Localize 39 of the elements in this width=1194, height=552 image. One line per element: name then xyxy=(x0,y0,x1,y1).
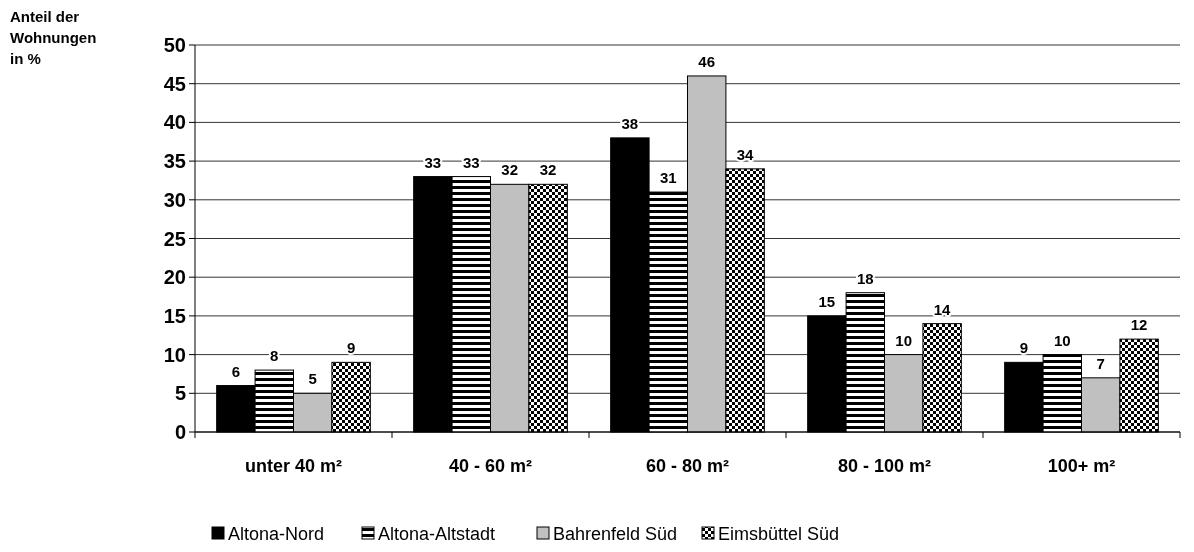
legend-label: Bahrenfeld Süd xyxy=(553,524,678,544)
data-label: 10 xyxy=(1053,331,1071,349)
y-tick-label: 15 xyxy=(163,304,186,327)
y-tick-label: 10 xyxy=(163,343,186,366)
x-tick-label: 40 - 60 m² xyxy=(448,456,533,476)
data-label: 9 xyxy=(346,339,356,357)
x-tick-label: 100+ m² xyxy=(1047,456,1116,476)
y-tick-label: 0 xyxy=(174,421,186,443)
y-tick-label: 30 xyxy=(163,188,186,211)
data-label: 34 xyxy=(736,145,755,163)
y-tick-label: 20 xyxy=(163,266,186,289)
y-tick-label: 45 xyxy=(163,72,186,95)
data-label: 14 xyxy=(933,300,952,318)
data-label: 31 xyxy=(659,169,677,187)
legend-label: Altona-Nord xyxy=(228,524,325,544)
data-label: 18 xyxy=(856,269,874,287)
data-label: 9 xyxy=(1019,339,1029,357)
data-label: 32 xyxy=(539,161,557,179)
data-label: 12 xyxy=(1130,316,1148,334)
x-tick-label: unter 40 m² xyxy=(244,456,343,476)
data-label: 10 xyxy=(895,331,913,349)
legend-label: Altona-Altstadt xyxy=(378,524,496,544)
data-label: 33 xyxy=(462,153,480,171)
data-label: 33 xyxy=(424,153,442,171)
data-label: 32 xyxy=(501,161,519,179)
legend-label: Eimsbüttel Süd xyxy=(718,524,840,544)
data-label: 46 xyxy=(698,52,716,70)
x-tick-label: 60 - 80 m² xyxy=(645,456,730,476)
data-label: 7 xyxy=(1096,354,1105,372)
x-tick-label: 80 - 100 m² xyxy=(837,456,932,476)
y-tick-label: 50 xyxy=(163,34,186,56)
y-tick-label: 5 xyxy=(174,382,186,405)
data-label: 15 xyxy=(818,292,836,310)
data-label: 5 xyxy=(308,370,317,388)
y-tick-label: 40 xyxy=(163,111,186,134)
y-axis-title: Anteil der Wohnungen in % xyxy=(10,8,97,67)
y-tick-label: 25 xyxy=(163,227,186,250)
data-label: 6 xyxy=(231,362,241,380)
y-tick-label: 35 xyxy=(163,150,186,173)
